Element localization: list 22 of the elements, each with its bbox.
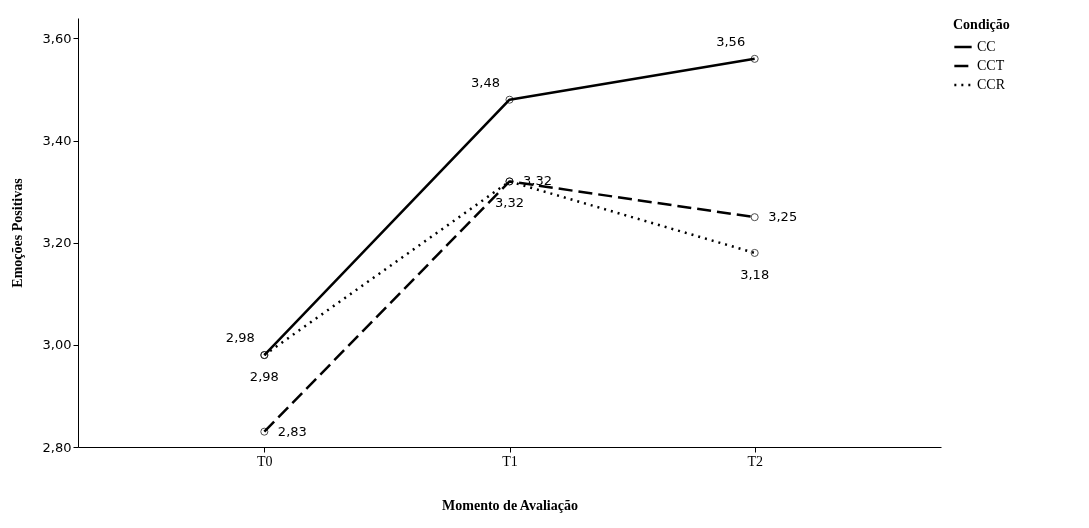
legend-label: CCR <box>977 77 1006 92</box>
data-label: 2,83 <box>277 423 307 439</box>
data-label: 2,98 <box>249 369 279 385</box>
y-axis-title: Emoções Positivas <box>9 177 25 288</box>
data-label: 3,48 <box>471 74 500 90</box>
x-axis-title: Momento de Avaliação <box>442 497 578 513</box>
y-tick-label: 2,80 <box>42 439 72 455</box>
x-tick-label: T0 <box>257 453 273 469</box>
legend-label: CCT <box>977 58 1005 73</box>
x-tick-label: T1 <box>502 453 518 469</box>
data-label: 3,18 <box>740 266 770 282</box>
data-label: 2,98 <box>225 330 255 346</box>
data-label: 3,25 <box>768 209 798 225</box>
legend-title: Condição <box>953 17 1010 32</box>
legend-label: CC <box>977 39 996 54</box>
y-tick-label: 3,20 <box>42 235 72 251</box>
x-tick-label: T2 <box>747 453 763 469</box>
y-tick-label: 3,60 <box>42 30 72 46</box>
y-tick-label: 3,40 <box>42 133 72 149</box>
data-label: 3,56 <box>716 33 746 49</box>
y-tick-label: 3,00 <box>42 337 72 353</box>
data-label: 3,32 <box>495 195 524 211</box>
